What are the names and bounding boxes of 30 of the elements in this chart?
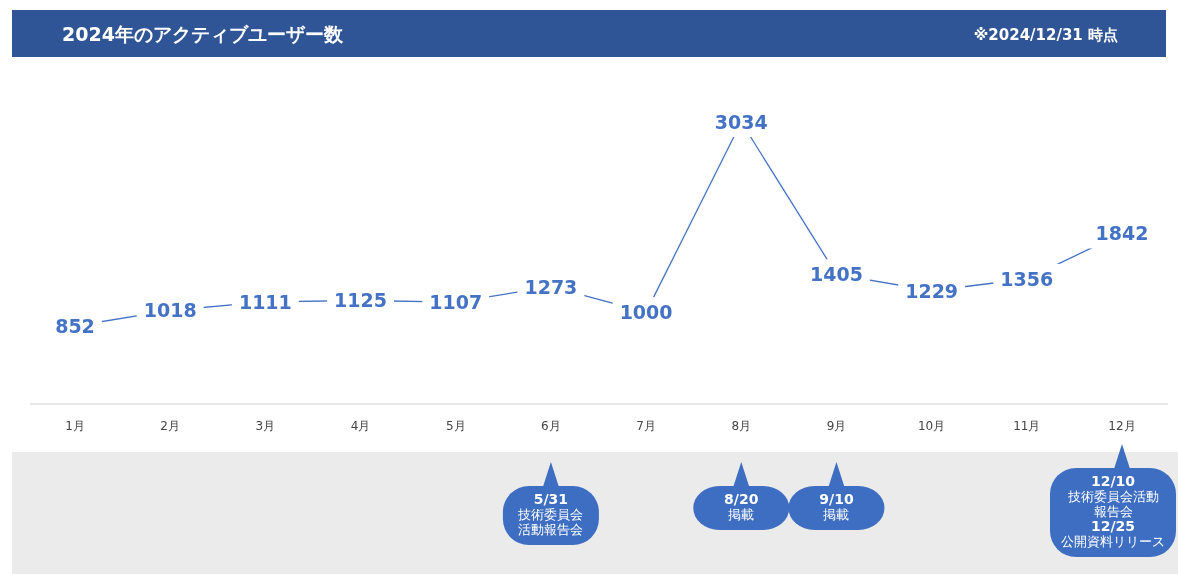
x-tick-label: 6月 — [541, 419, 561, 433]
x-tick-label: 9月 — [826, 419, 847, 433]
data-label: 1107 — [429, 291, 483, 314]
data-label: 1125 — [334, 289, 387, 312]
x-tick-label: 3月 — [255, 419, 276, 433]
data-label: 1111 — [238, 290, 292, 313]
x-tick-label: 11月 — [1013, 419, 1041, 433]
data-label: 3034 — [714, 111, 768, 133]
x-tick-label: 1月 — [65, 419, 85, 433]
callout: 8/20 掲載 — [693, 462, 790, 530]
x-tick-label: 8月 — [731, 419, 752, 433]
data-label: 1842 — [1095, 222, 1149, 245]
callout: 9/10 掲載 — [788, 462, 885, 530]
callout: 12/10 技術委員会活動報告会 12/25 公開資料リリース — [1050, 444, 1176, 557]
callout: 5/31 技術委員会活動報告会 — [502, 462, 599, 545]
chart-subtitle: ※2024/12/31 時点 — [973, 26, 1118, 44]
x-tick-label: 4月 — [350, 419, 371, 433]
data-label: 1405 — [810, 263, 863, 286]
x-tick-label: 7月 — [636, 419, 656, 433]
x-tick-label: 10月 — [918, 419, 946, 433]
data-label: 1018 — [143, 299, 197, 322]
data-label: 1229 — [905, 279, 959, 302]
data-label: 1273 — [524, 275, 578, 298]
data-label: 1356 — [1000, 267, 1054, 290]
chart-title: 2024年のアクティブユーザー数 — [62, 23, 344, 45]
x-tick-label: 5月 — [445, 419, 466, 433]
data-label: 1000 — [619, 301, 673, 324]
x-tick-label: 12月 — [1108, 419, 1136, 433]
data-label: 852 — [55, 315, 95, 337]
x-tick-label: 2月 — [160, 419, 180, 433]
